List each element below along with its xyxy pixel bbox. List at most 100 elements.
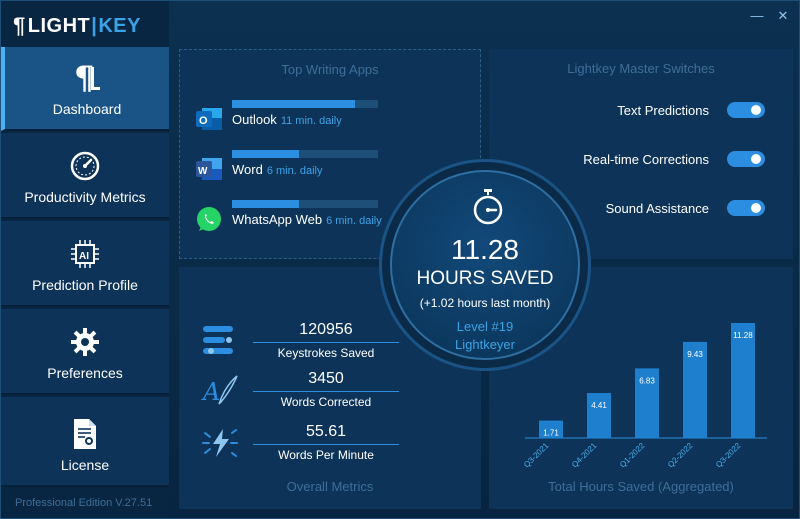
svg-text:W: W (198, 166, 208, 177)
keystrokes-icon (203, 326, 233, 354)
app-label: WhatsApp Web 6 min. daily (232, 212, 382, 227)
switch-label: Real-time Corrections (583, 151, 709, 167)
svg-text:¶: ¶ (74, 61, 94, 95)
edition-label: Professional Edition V.27.51 (15, 497, 153, 509)
sidebar-item-label: Preferences (47, 365, 123, 381)
user-level: Level #19 Lightkeyer (392, 318, 578, 354)
certificate-icon (68, 417, 102, 451)
metric-label: Keystrokes Saved (277, 346, 375, 360)
gear-icon (68, 325, 102, 359)
app-name: WhatsApp Web (232, 212, 323, 227)
sound-assistance-toggle[interactable] (727, 200, 765, 216)
x-tick-label: Q4-2021 (570, 441, 599, 470)
bar-data-label: 9.43 (687, 350, 703, 359)
hours-saved-badge-inner: 11.28 HOURS SAVED (+1.02 hours last mont… (390, 170, 580, 360)
metric-divider (253, 391, 399, 392)
app-row-word: W Word 6 min. daily (194, 150, 474, 190)
app-name: Word (232, 162, 263, 177)
x-tick-label: Q3-2022 (714, 441, 743, 470)
usage-bar (232, 150, 378, 158)
pilcrow-logo-icon: ¶ (13, 13, 26, 38)
metric-words-corrected: A 3450 Words Corrected (201, 370, 481, 414)
metric-value: 120956 (299, 321, 353, 338)
x-tick-label: Q1-2022 (618, 441, 647, 470)
whatsapp-icon (197, 207, 221, 231)
bar-Q3-2021 (539, 420, 563, 438)
sidebar: ¶ LIGHT | KEY ¶ Dashboard Productivity M… (1, 1, 169, 518)
bar-data-label: 4.41 (591, 401, 607, 410)
switch-row-sound-assistance: Sound Assistance (606, 200, 765, 216)
hours-saved-label: HOURS SAVED (416, 268, 554, 289)
bar-Q4-2021 (587, 393, 611, 438)
sidebar-item-dashboard[interactable]: ¶ Dashboard (1, 47, 169, 131)
bar-Q1-2022 (635, 368, 659, 438)
ai-chip-icon: AI (68, 237, 102, 271)
sidebar-item-license[interactable]: License (1, 397, 169, 487)
panel-title: Overall Metrics (286, 479, 374, 494)
app-time: 6 min. daily (266, 165, 323, 177)
metric-keystrokes-saved: 120956 Keystrokes Saved (201, 321, 481, 365)
pilcrow-icon: ¶ (70, 61, 104, 95)
sidebar-item-label: License (60, 457, 110, 473)
metric-divider (253, 342, 399, 343)
usage-bar-fill (232, 200, 300, 208)
outlook-icon: O (196, 108, 222, 130)
bar-data-label: 11.28 (733, 331, 753, 340)
close-button[interactable]: ✕ (777, 8, 789, 23)
logo-divider: | (91, 14, 98, 37)
panel-title: Top Writing Apps (281, 62, 379, 77)
sidebar-item-label: Prediction Profile (32, 277, 138, 293)
svg-text:AI: AI (79, 251, 89, 262)
level-number: Level #19 (456, 319, 514, 334)
sidebar-item-productivity-metrics[interactable]: Productivity Metrics (1, 133, 169, 219)
sidebar-item-label: Dashboard (52, 101, 122, 117)
gauge-icon (68, 149, 102, 183)
app-row-whatsapp-web: WhatsApp Web 6 min. daily (194, 200, 474, 240)
logo-key-text: KEY (98, 14, 141, 37)
metric-label: Words Corrected (280, 395, 372, 409)
lightning-icon (202, 429, 238, 457)
bar-Q3-2022 (731, 323, 755, 438)
usage-bar-fill (232, 150, 300, 158)
usage-bar (232, 100, 378, 108)
bar-data-label: 1.71 (543, 429, 559, 438)
switch-label: Text Predictions (617, 102, 709, 118)
app-row-outlook: O Outlook 11 min. daily (194, 100, 474, 140)
usage-bar (232, 200, 378, 208)
minimize-button[interactable]: — (750, 8, 764, 23)
sidebar-item-label: Productivity Metrics (24, 189, 146, 205)
hours-saved-badge: 11.28 HOURS SAVED (+1.02 hours last mont… (379, 159, 591, 371)
switch-label: Sound Assistance (605, 200, 709, 216)
svg-text:O: O (199, 115, 208, 127)
stopwatch-icon (473, 189, 503, 225)
chart-title: Total Hours Saved (Aggregated) (548, 479, 734, 494)
app-name: Outlook (232, 112, 277, 127)
svg-text:A: A (201, 378, 220, 406)
app-label: Word 6 min. daily (232, 162, 322, 177)
bar-data-label: 6.83 (639, 376, 655, 385)
switch-row-text-predictions: Text Predictions (617, 102, 765, 118)
hours-saved-chart: 1.71 Q3-2021 4.41 Q4-2021 6.83 Q1-2022 9.43 Q2-… (522, 323, 767, 470)
app-time: 6 min. daily (326, 215, 382, 227)
x-tick-label: Q2-2022 (666, 441, 695, 470)
sidebar-item-preferences[interactable]: Preferences (1, 309, 169, 395)
logo: ¶ LIGHT | KEY (13, 13, 141, 39)
app-time: 11 min. daily (280, 115, 342, 127)
app-label: Outlook 11 min. daily (232, 112, 342, 127)
usage-bar-fill (232, 100, 355, 108)
level-rank: Lightkeyer (455, 337, 515, 352)
text-predictions-toggle[interactable] (727, 102, 765, 118)
bar-Q2-2022 (683, 341, 707, 438)
x-tick-label: Q3-2021 (522, 441, 551, 470)
sidebar-item-prediction-profile[interactable]: AI Prediction Profile (1, 221, 169, 307)
panel-title: Lightkey Master Switches (567, 61, 715, 76)
metric-value: 55.61 (305, 423, 347, 440)
metric-words-per-minute: 55.61 Words Per Minute (201, 423, 481, 467)
logo-light-text: LIGHT (27, 14, 91, 37)
metric-label: Words Per Minute (278, 448, 374, 462)
switch-row-realtime-corrections: Real-time Corrections (583, 151, 765, 167)
realtime-corrections-toggle[interactable] (727, 151, 765, 167)
metric-value: 3450 (308, 370, 344, 387)
hours-saved-value: 11.28 (451, 234, 519, 265)
